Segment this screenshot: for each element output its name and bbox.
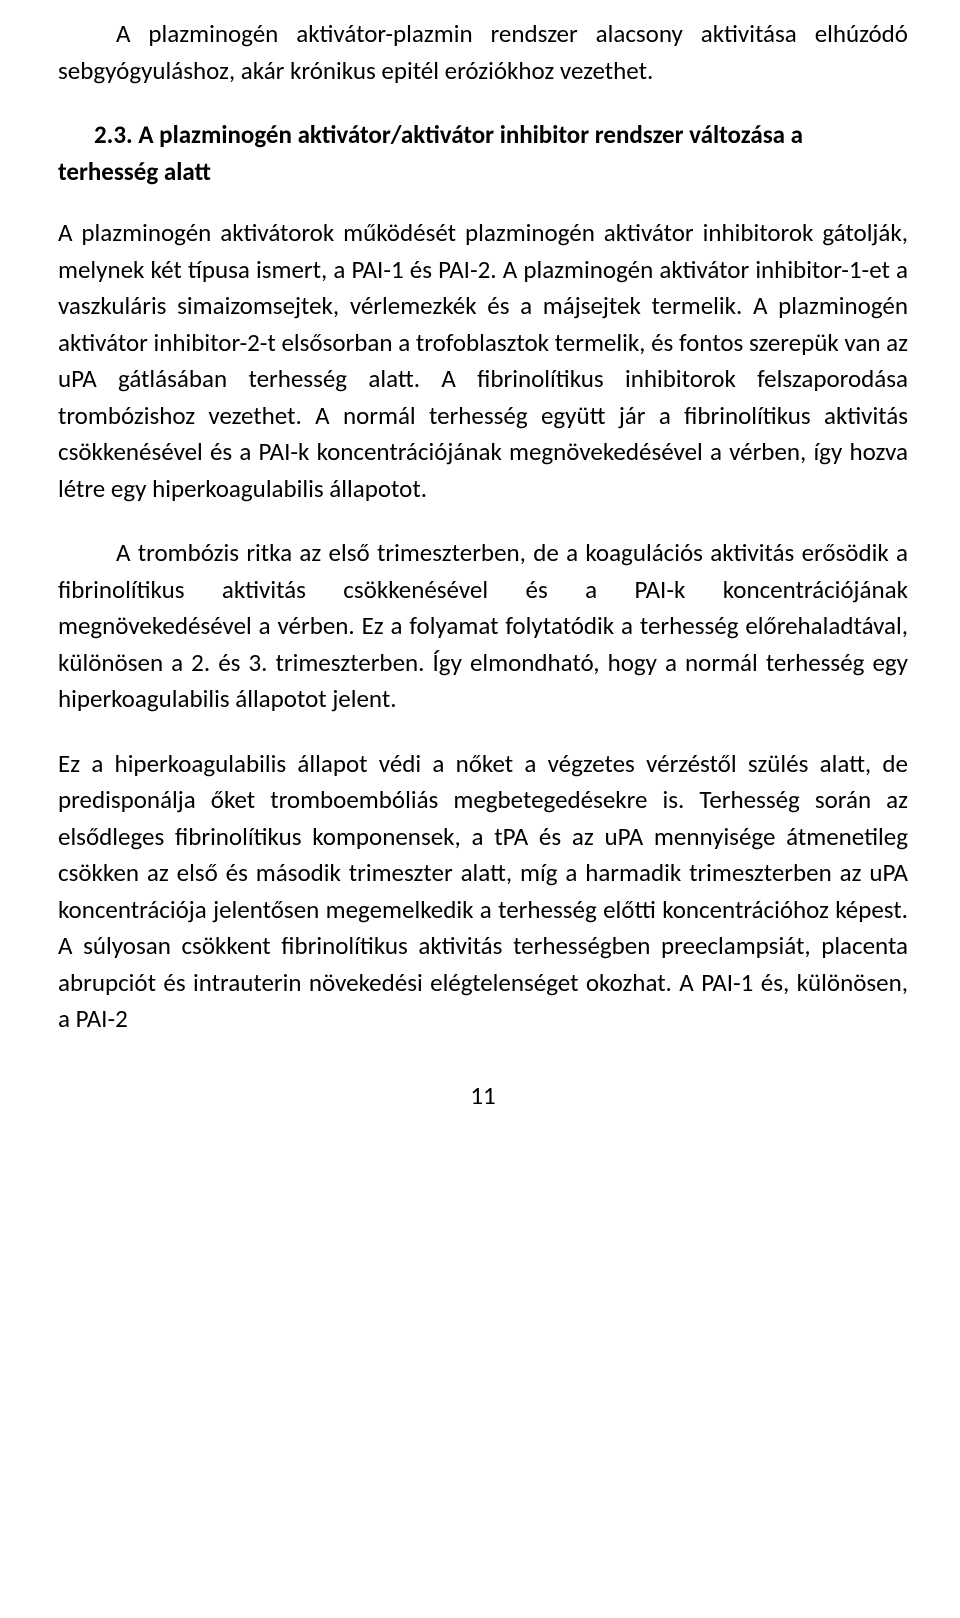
paragraph-2: A plazminogén aktivátorok működését plaz… (58, 215, 908, 507)
paragraph-1: A plazminogén aktivátor-plazmin rendszer… (58, 16, 908, 89)
paragraph-3: A trombózis ritka az első trimeszterben,… (58, 535, 908, 718)
page-number: 11 (58, 1078, 908, 1115)
page-container: A plazminogén aktivátor-plazmin rendszer… (0, 0, 960, 1618)
paragraph-4: Ez a hiperkoagulabilis állapot védi a nő… (58, 746, 908, 1038)
heading-continuation: A plazminogén aktivátor/aktivátor inhibi… (58, 119, 803, 187)
section-heading: 2.3. A plazminogén aktivátor/aktivátor i… (58, 117, 908, 190)
heading-number: 2.3. (94, 119, 133, 150)
section-block: 2.3. A plazminogén aktivátor/aktivátor i… (58, 117, 908, 507)
